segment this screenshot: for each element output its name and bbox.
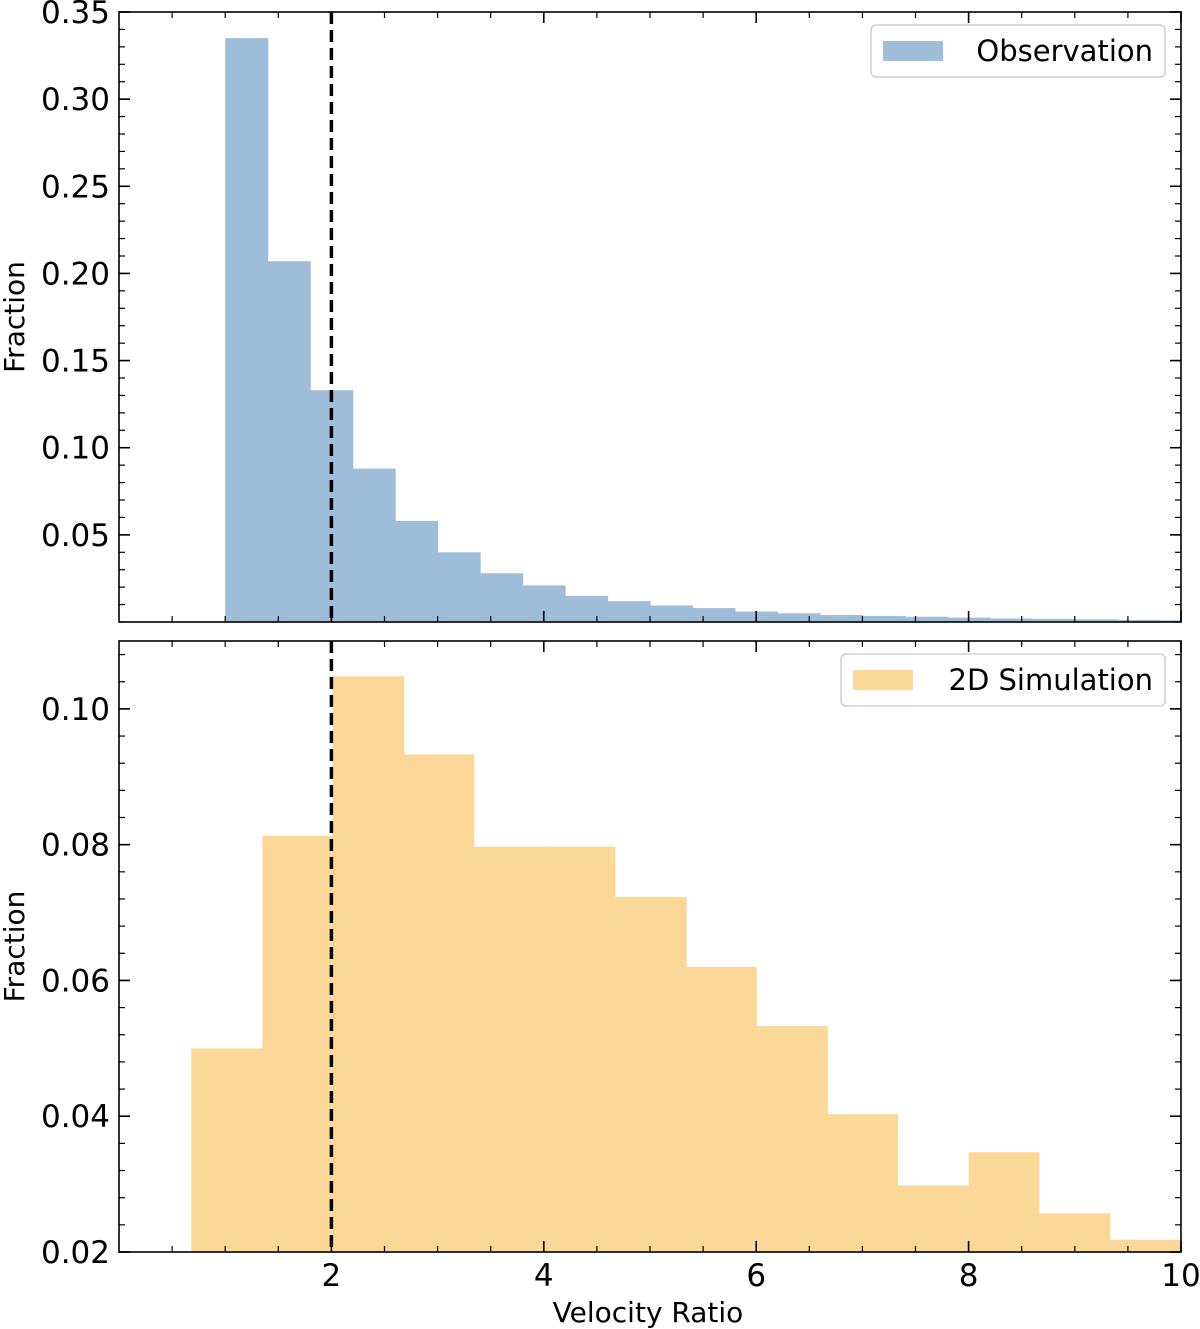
histogram-bar bbox=[777, 613, 821, 622]
histogram-bar bbox=[225, 38, 269, 622]
simulation-panel: 0.02 0.04 0.06 0.08 0.10 2 4 6 8 10 Fraction 2D Sim… bbox=[0, 640, 1200, 1294]
histogram-bar bbox=[352, 468, 396, 622]
histogram-bar bbox=[480, 573, 524, 622]
legend-swatch bbox=[853, 670, 913, 690]
histogram-bar bbox=[395, 520, 439, 622]
y-axis-title: Fraction bbox=[0, 891, 31, 1003]
histogram-bar bbox=[756, 1025, 828, 1252]
x-tick-label: 4 bbox=[534, 1258, 554, 1294]
plot-frame bbox=[118, 640, 1182, 1253]
histogram-bar bbox=[862, 615, 906, 622]
histogram-bar bbox=[827, 1114, 899, 1252]
histogram-bar bbox=[191, 1048, 263, 1252]
histogram-bar bbox=[565, 595, 609, 622]
y-tick-label: 0.06 bbox=[41, 963, 110, 999]
observation-panel: 0.05 0.10 0.15 0.20 0.25 0.30 0.35 Fraction Obse… bbox=[0, 0, 1182, 623]
histogram-bar bbox=[607, 601, 651, 622]
plot-frame bbox=[118, 11, 1182, 623]
x-tick-label: 8 bbox=[959, 1258, 979, 1294]
y-tick-label: 0.04 bbox=[41, 1099, 110, 1135]
histogram-bar bbox=[904, 616, 948, 622]
x-tick-label: 10 bbox=[1161, 1258, 1200, 1294]
y-tick-label: 0.02 bbox=[41, 1235, 110, 1271]
histogram-bar bbox=[650, 605, 694, 622]
histogram-bar bbox=[544, 846, 616, 1252]
histogram-bar bbox=[614, 896, 687, 1252]
histogram-bar bbox=[1159, 620, 1182, 622]
histogram-bar bbox=[968, 1152, 1040, 1252]
histogram-bar bbox=[267, 261, 311, 622]
histogram-bar bbox=[473, 846, 546, 1252]
histogram-bar bbox=[1074, 619, 1118, 622]
legend-box bbox=[870, 24, 1166, 78]
y-tick-label: 0.20 bbox=[41, 256, 110, 292]
y-tick-label: 0.08 bbox=[41, 828, 110, 864]
legend-label: Observation bbox=[976, 34, 1153, 68]
histogram-bar bbox=[897, 1185, 970, 1252]
histogram-bar bbox=[1032, 618, 1076, 622]
histogram-bar bbox=[403, 754, 475, 1252]
y-tick-label: 0.30 bbox=[41, 82, 110, 118]
y-tick-label: 0.35 bbox=[41, 0, 110, 31]
y-tick-label: 0.10 bbox=[41, 431, 110, 467]
y-axis-title: Fraction bbox=[0, 261, 31, 373]
y-tick-label: 0.10 bbox=[41, 692, 110, 728]
histogram-bar bbox=[1038, 1213, 1111, 1252]
histogram-bar bbox=[686, 966, 757, 1252]
legend-box bbox=[840, 653, 1166, 707]
x-axis-title: Velocity Ratio bbox=[553, 1296, 744, 1329]
y-tick-label: 0.25 bbox=[41, 169, 110, 205]
histogram-bar bbox=[332, 676, 405, 1252]
x-tick-label: 2 bbox=[322, 1258, 342, 1294]
legend-label: 2D Simulation bbox=[949, 663, 1153, 697]
y-tick-label: 0.05 bbox=[41, 518, 110, 554]
histogram-bar bbox=[989, 618, 1033, 622]
y-tick-label: 0.15 bbox=[41, 344, 110, 380]
histogram-bar bbox=[692, 608, 736, 622]
histogram-bar bbox=[819, 615, 863, 622]
histogram-bar bbox=[437, 552, 481, 622]
legend-swatch bbox=[883, 41, 943, 61]
histogram-bar bbox=[1109, 1239, 1182, 1252]
x-tick-label: 6 bbox=[746, 1258, 766, 1294]
histogram-bar bbox=[1117, 619, 1161, 622]
histogram-bar bbox=[262, 835, 334, 1252]
